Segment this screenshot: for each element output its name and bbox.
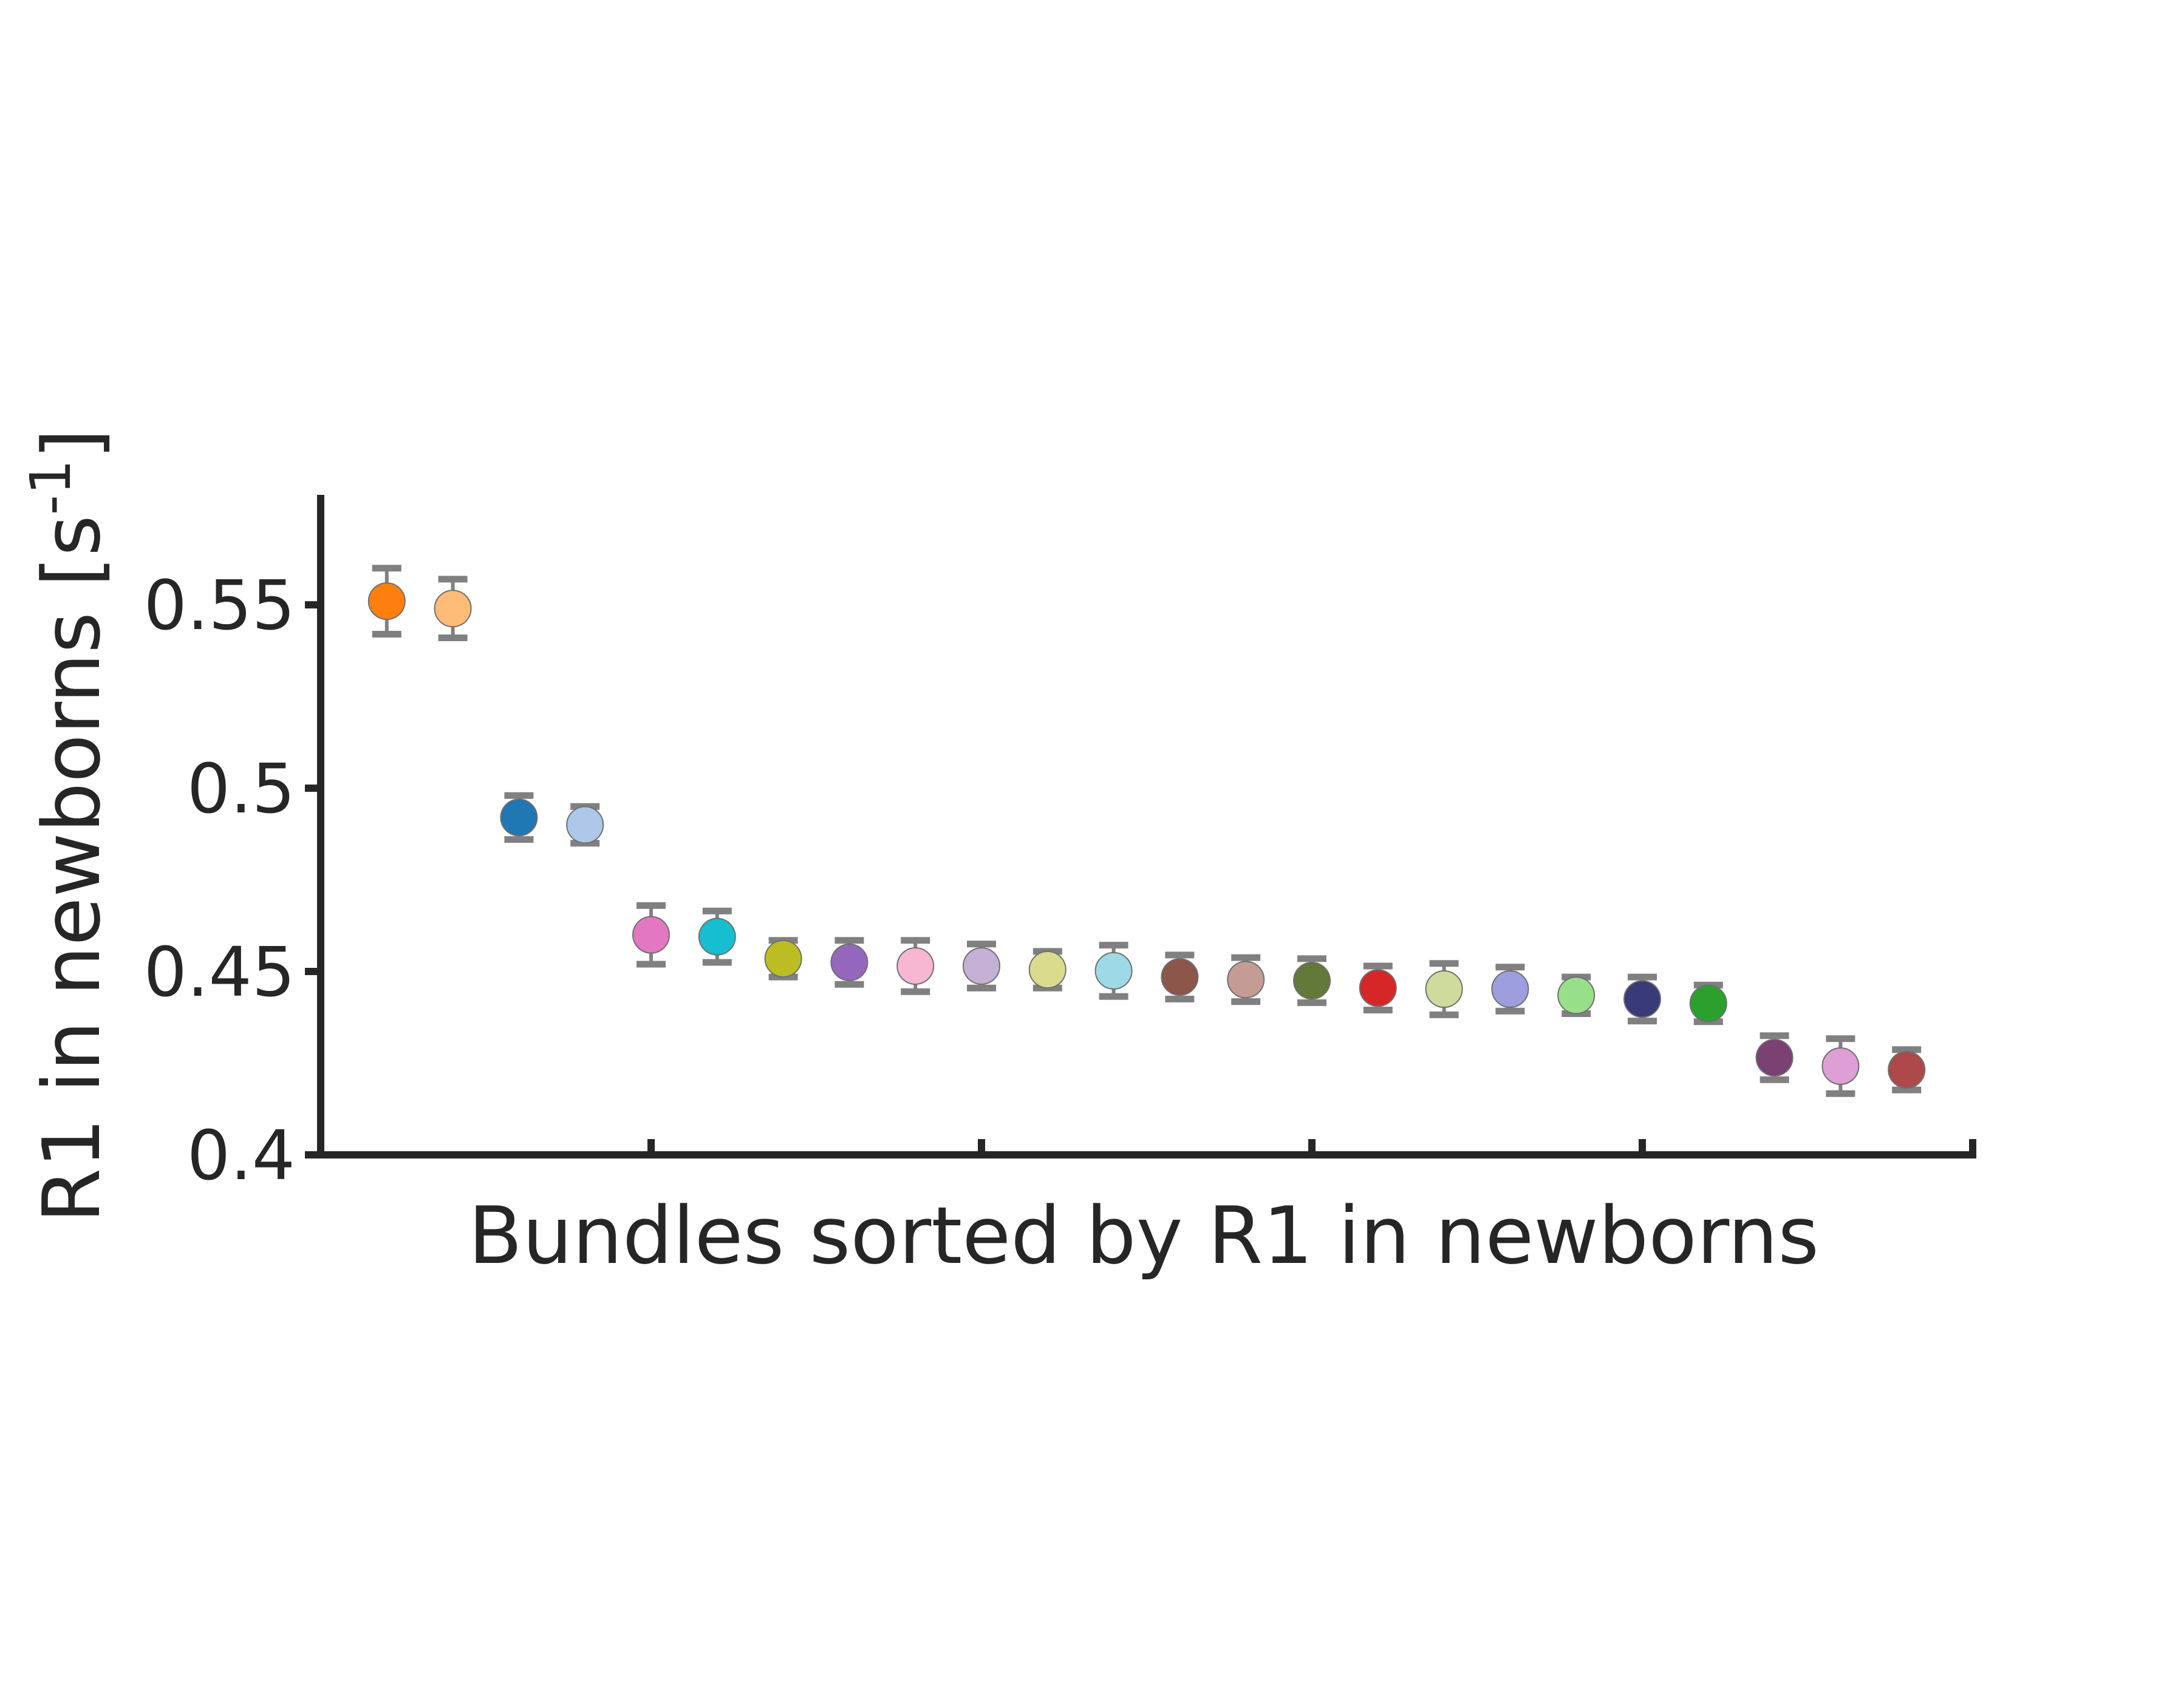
- data-point: [698, 917, 736, 956]
- data-point: [1623, 980, 1661, 1018]
- data-point: [1689, 984, 1727, 1022]
- data-point: [1557, 976, 1596, 1015]
- y-axis-label: R1 in newborns [s-1]: [18, 429, 118, 1223]
- data-point: [1161, 958, 1199, 996]
- data-point: [1028, 951, 1067, 989]
- data-point: [1821, 1047, 1860, 1085]
- y-tick-label: 0.55: [144, 566, 295, 645]
- x-axis-label: Bundles sorted by R1 in newborns: [468, 1189, 1819, 1282]
- y-tick-label: 0.5: [187, 750, 295, 829]
- data-point: [434, 590, 472, 628]
- data-point: [500, 798, 538, 837]
- data-point: [896, 947, 935, 985]
- data-point: [1293, 962, 1331, 1000]
- data-point: [1227, 961, 1265, 999]
- y-axis-label-superscript: -1: [18, 459, 83, 515]
- data-point: [830, 943, 869, 981]
- data-point: [764, 939, 802, 978]
- data-point: [632, 916, 670, 954]
- data-point: [1094, 951, 1133, 990]
- y-axis-label-suffix: ]: [26, 429, 118, 460]
- data-point: [1359, 969, 1397, 1007]
- data-point: [963, 947, 1000, 985]
- y-axis-label-main: R1 in newborns [s: [26, 515, 118, 1223]
- data-point: [1888, 1050, 1926, 1089]
- data-point: [1491, 970, 1529, 1009]
- axes: 0.4 0.45 0.5 0.55: [144, 495, 1976, 1196]
- data-point: [1425, 970, 1463, 1009]
- data-point: [1755, 1038, 1794, 1077]
- y-tick-label: 0.45: [144, 933, 295, 1012]
- data-point: [367, 582, 406, 621]
- data-marks: [367, 565, 1926, 1097]
- y-tick-label: 0.4: [187, 1117, 295, 1196]
- data-point: [566, 806, 604, 844]
